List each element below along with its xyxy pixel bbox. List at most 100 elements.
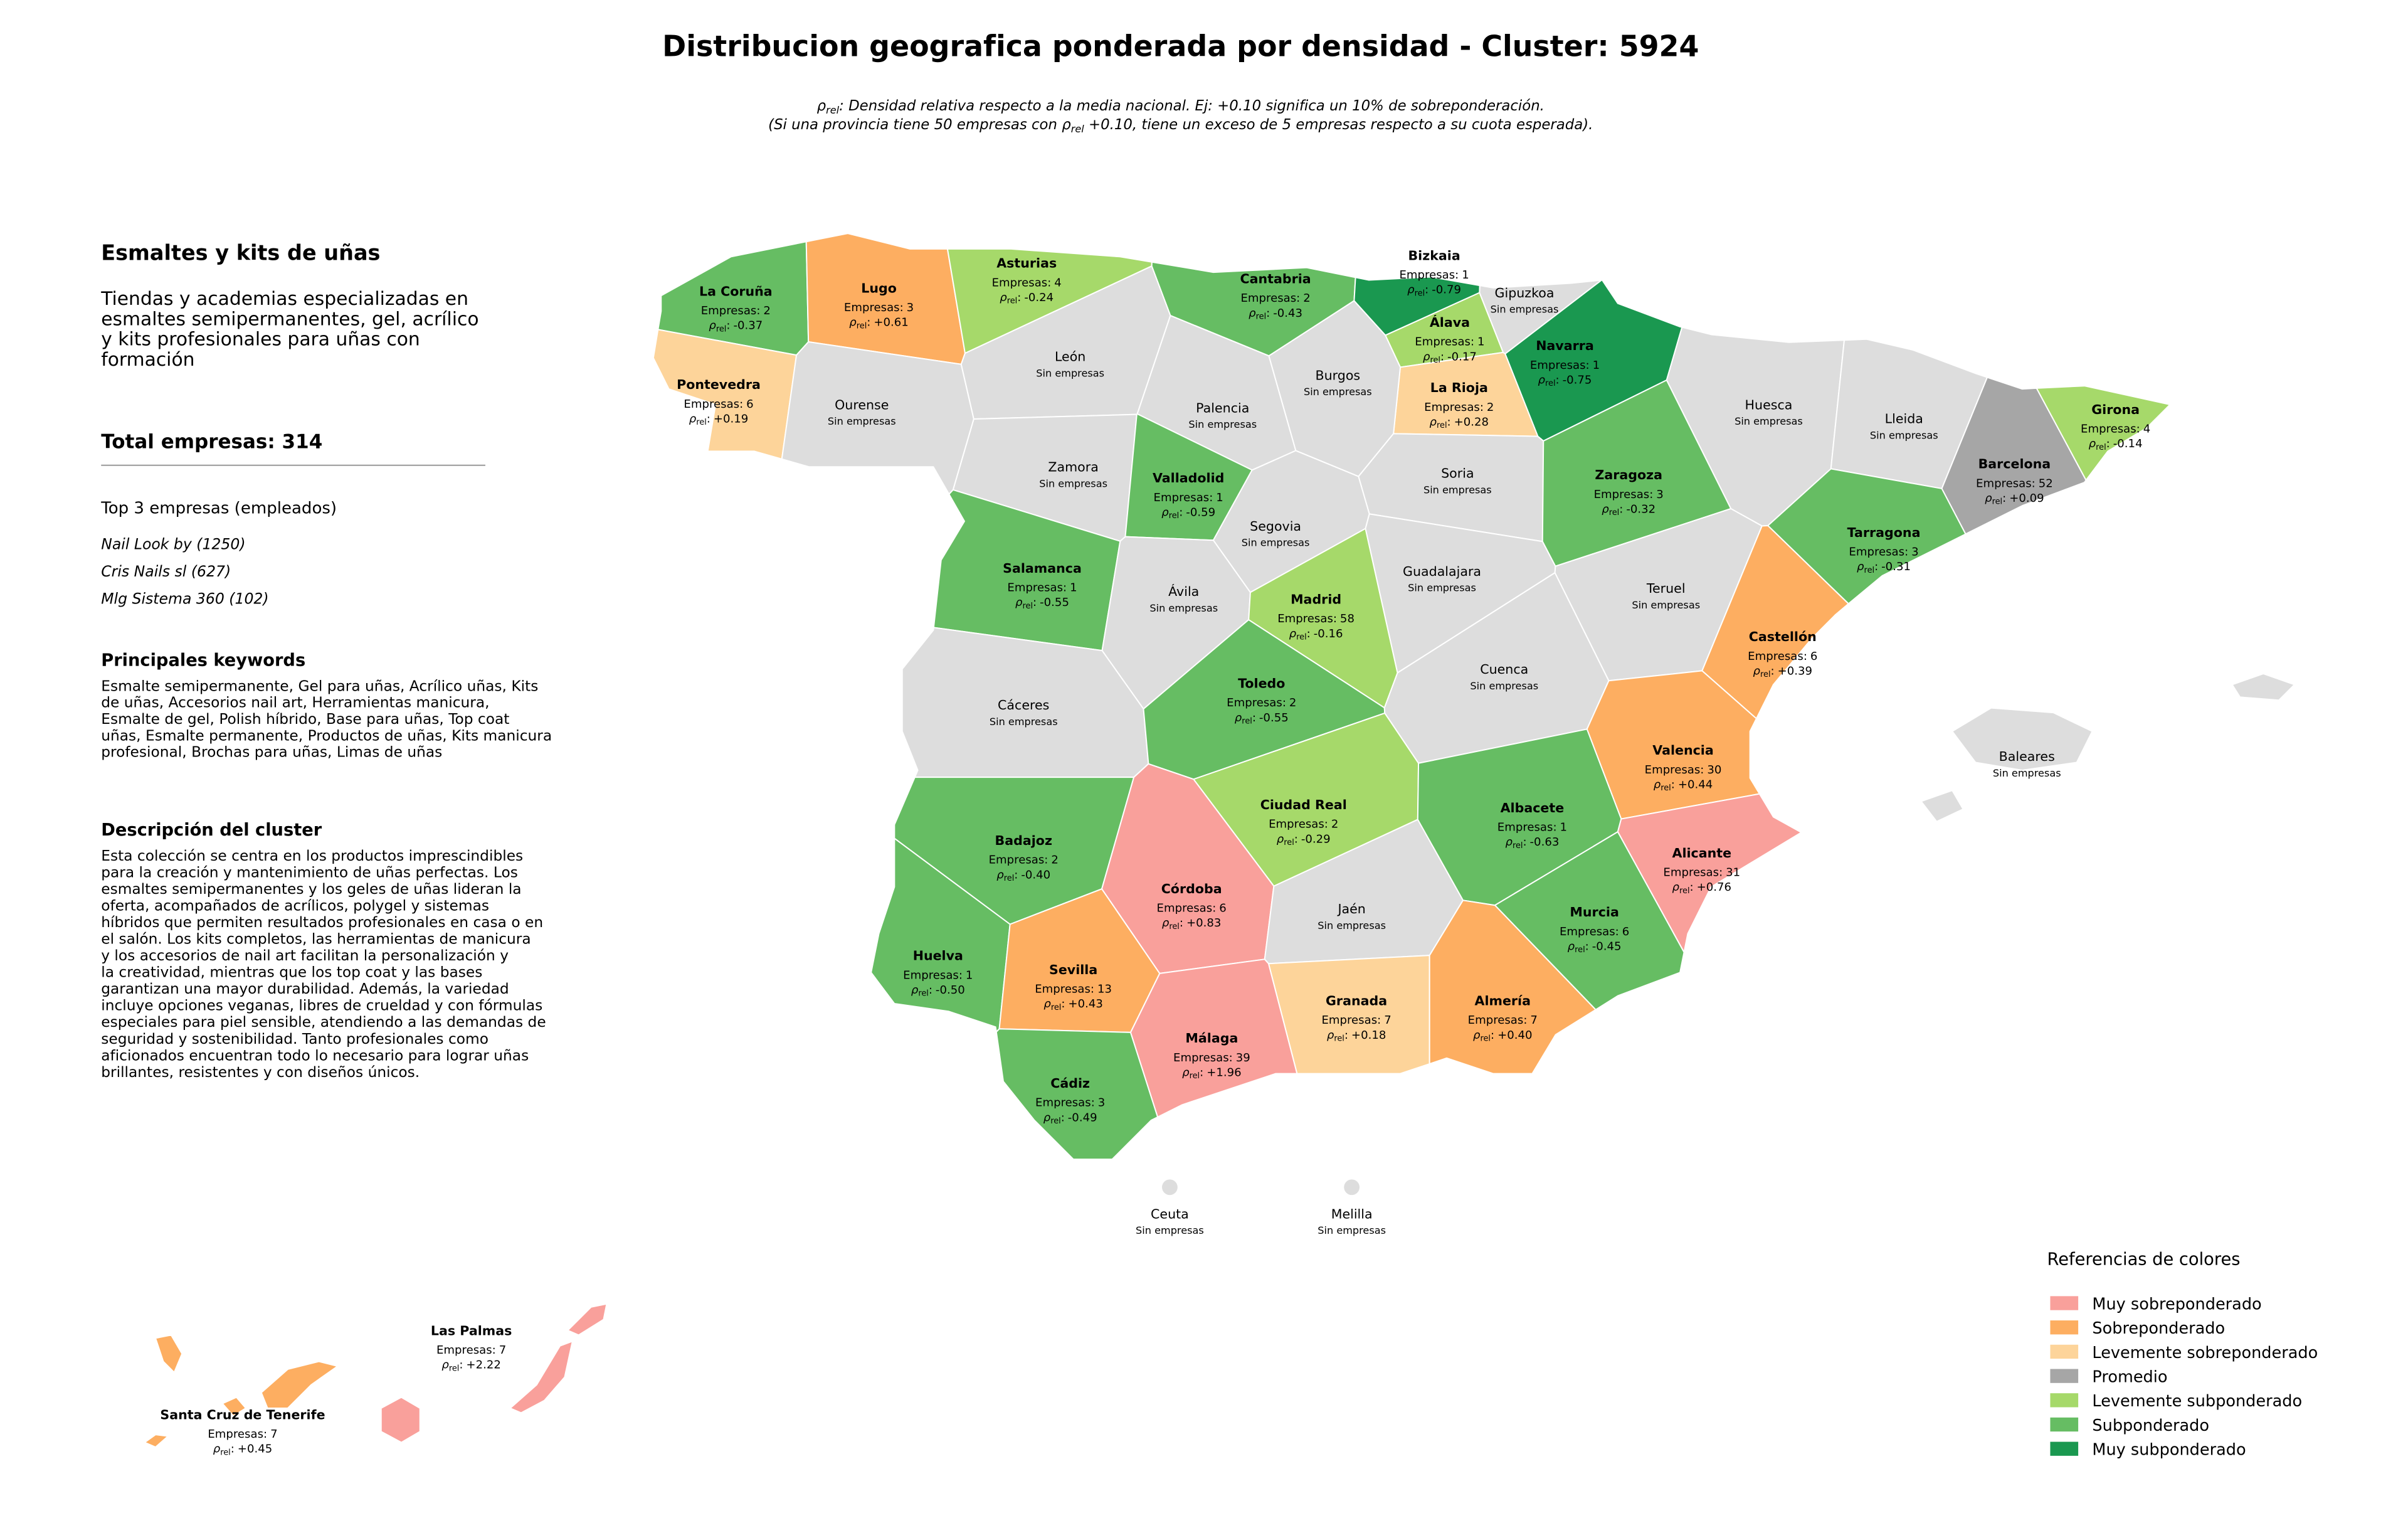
keyword-line: de uñas, Accesorios nail art, Herramient… xyxy=(101,694,489,711)
rho-value: -0.75 xyxy=(1563,373,1592,386)
companies-label: Empresas: 7 xyxy=(1468,1014,1538,1027)
province-name: Tarragona xyxy=(1847,525,1921,540)
rho-part: ρ xyxy=(1000,291,1007,304)
legend-swatch xyxy=(2050,1320,2079,1335)
rho-part: ρ xyxy=(1538,373,1546,386)
top-item: Mlg Sistema 360 (102) xyxy=(101,590,268,607)
province xyxy=(1162,1179,1178,1196)
rho-part: : xyxy=(1179,506,1183,519)
rho-label: ρrel: +0.09 xyxy=(1985,492,2044,507)
companies-value: 3 xyxy=(1911,546,1919,559)
province-name: León xyxy=(1055,349,1085,364)
companies-value: 2 xyxy=(1303,292,1311,305)
companies-prefix: Empresas: xyxy=(1035,1096,1095,1110)
description-line: para la creación y mantenimiento de uñas… xyxy=(101,864,518,881)
no-data-label: Sin empresas xyxy=(1036,367,1104,379)
rho-value: +2.22 xyxy=(466,1359,500,1372)
no-data-label: Sin empresas xyxy=(1735,415,1803,427)
rho-part: : xyxy=(1307,627,1311,640)
companies-value: 3 xyxy=(1656,488,1664,501)
rho-label: ρrel: -0.16 xyxy=(1289,627,1343,642)
rho-subscript: rel xyxy=(1864,566,1875,575)
rho-value: -0.45 xyxy=(1592,940,1622,953)
province-name: Asturias xyxy=(996,256,1057,271)
rho-label: ρrel: +0.45 xyxy=(213,1443,273,1458)
rho-subscript: rel xyxy=(1992,497,2003,507)
description-line: la creatividad, mientras que los top coa… xyxy=(101,964,482,981)
rho-subscript: rel xyxy=(1415,289,1425,298)
companies-prefix: Empresas: xyxy=(1748,650,1807,663)
province xyxy=(380,1303,608,1443)
companies-prefix: Empresas: xyxy=(1321,1014,1381,1027)
companies-value: 4 xyxy=(2143,423,2151,436)
province-name: Sevilla xyxy=(1049,962,1097,977)
rho-value: -0.79 xyxy=(1432,284,1461,297)
rho-part: ρ xyxy=(689,413,697,426)
no-data-label: Sin empresas xyxy=(1039,477,1107,489)
rho-value: +0.19 xyxy=(714,413,748,426)
companies-prefix: Empresas: xyxy=(989,854,1048,867)
rho-subscript: rel xyxy=(857,321,867,331)
province-name: La Coruña xyxy=(699,284,773,299)
companies-prefix: Empresas: xyxy=(903,968,963,982)
description-line: aficionados encuentran todo lo necesario… xyxy=(101,1047,529,1064)
rho-subscript: rel xyxy=(1051,1003,1062,1012)
rho-value: -0.37 xyxy=(733,319,763,332)
companies-label: Empresas: 1 xyxy=(1400,268,1469,282)
rho-subscript: rel xyxy=(1334,1034,1344,1044)
rho-label: ρrel: -0.37 xyxy=(709,319,763,334)
rho-label: ρrel: -0.40 xyxy=(996,868,1050,883)
rho-part: : xyxy=(867,316,870,329)
rho-part: ρ xyxy=(1235,711,1242,724)
rho-label: ρrel: -0.24 xyxy=(1000,291,1054,306)
rho-part: ρ xyxy=(1043,1111,1051,1124)
no-data-label: Sin empresas xyxy=(1408,582,1476,594)
rho-subscript: rel xyxy=(2096,443,2106,452)
rho-part: ρ xyxy=(1327,1029,1334,1042)
rho-value: -0.59 xyxy=(1186,506,1215,519)
rho-value: +0.40 xyxy=(1497,1029,1532,1042)
rho-part: ρ xyxy=(1473,1029,1481,1042)
companies-label: Empresas: 2 xyxy=(989,854,1059,867)
rho-label: ρrel: -0.45 xyxy=(1568,940,1622,955)
companies-prefix: Empresas: xyxy=(1976,477,2036,490)
companies-label: Empresas: 1 xyxy=(1007,581,1077,595)
legend-label: Subponderado xyxy=(2092,1416,2209,1435)
companies-label: Empresas: 1 xyxy=(1497,821,1567,834)
description-line: oferta, acompañados de acrílicos, polyge… xyxy=(101,897,489,914)
rho-part: : xyxy=(1874,560,1878,573)
province-name: Valladolid xyxy=(1153,470,1224,485)
companies-label: Empresas: 1 xyxy=(1154,491,1223,504)
rho-subscript: rel xyxy=(1050,1117,1061,1126)
rho-subscript: rel xyxy=(1679,886,1690,896)
companies-label: Empresas: 7 xyxy=(208,1428,277,1441)
province-name: Zamora xyxy=(1048,460,1098,475)
companies-prefix: Empresas: xyxy=(208,1428,267,1441)
companies-value: 6 xyxy=(1622,925,1630,938)
province-name: Segovia xyxy=(1250,519,1301,534)
province-name: Ceuta xyxy=(1151,1206,1189,1221)
rho-label: ρrel: +1.96 xyxy=(1182,1066,1242,1081)
companies-prefix: Empresas: xyxy=(844,301,904,314)
companies-label: Empresas: 7 xyxy=(1321,1014,1391,1027)
rho-subscript: rel xyxy=(1575,945,1585,955)
companies-prefix: Empresas: xyxy=(1227,696,1286,709)
rho-value: -0.31 xyxy=(1881,560,1911,573)
keyword-line: Esmalte semipermanente, Gel para uñas, A… xyxy=(101,677,538,694)
companies-label: Empresas: 6 xyxy=(1157,902,1227,915)
rho-part: : xyxy=(1491,1029,1494,1042)
rho-label: ρrel: -0.49 xyxy=(1043,1111,1097,1126)
companies-value: 3 xyxy=(1098,1096,1106,1110)
description-line: especiales para piel sensible, atendiend… xyxy=(101,1014,546,1031)
rho-value: +0.61 xyxy=(874,316,908,329)
rho-label: ρrel: +2.22 xyxy=(441,1359,501,1374)
subtitle-part: +0.10, tiene un exceso de 5 empresas res… xyxy=(1084,117,1593,133)
province-name: Castellón xyxy=(1749,629,1817,644)
rho-part: ρ xyxy=(1753,664,1761,677)
companies-label: Empresas: 7 xyxy=(436,1344,506,1357)
rho-value: +0.28 xyxy=(1454,415,1489,428)
rho-part: : xyxy=(707,413,710,426)
companies-value: 1 xyxy=(1593,359,1600,372)
rho-subscript: rel xyxy=(1284,838,1294,847)
companies-value: 52 xyxy=(2039,477,2053,490)
